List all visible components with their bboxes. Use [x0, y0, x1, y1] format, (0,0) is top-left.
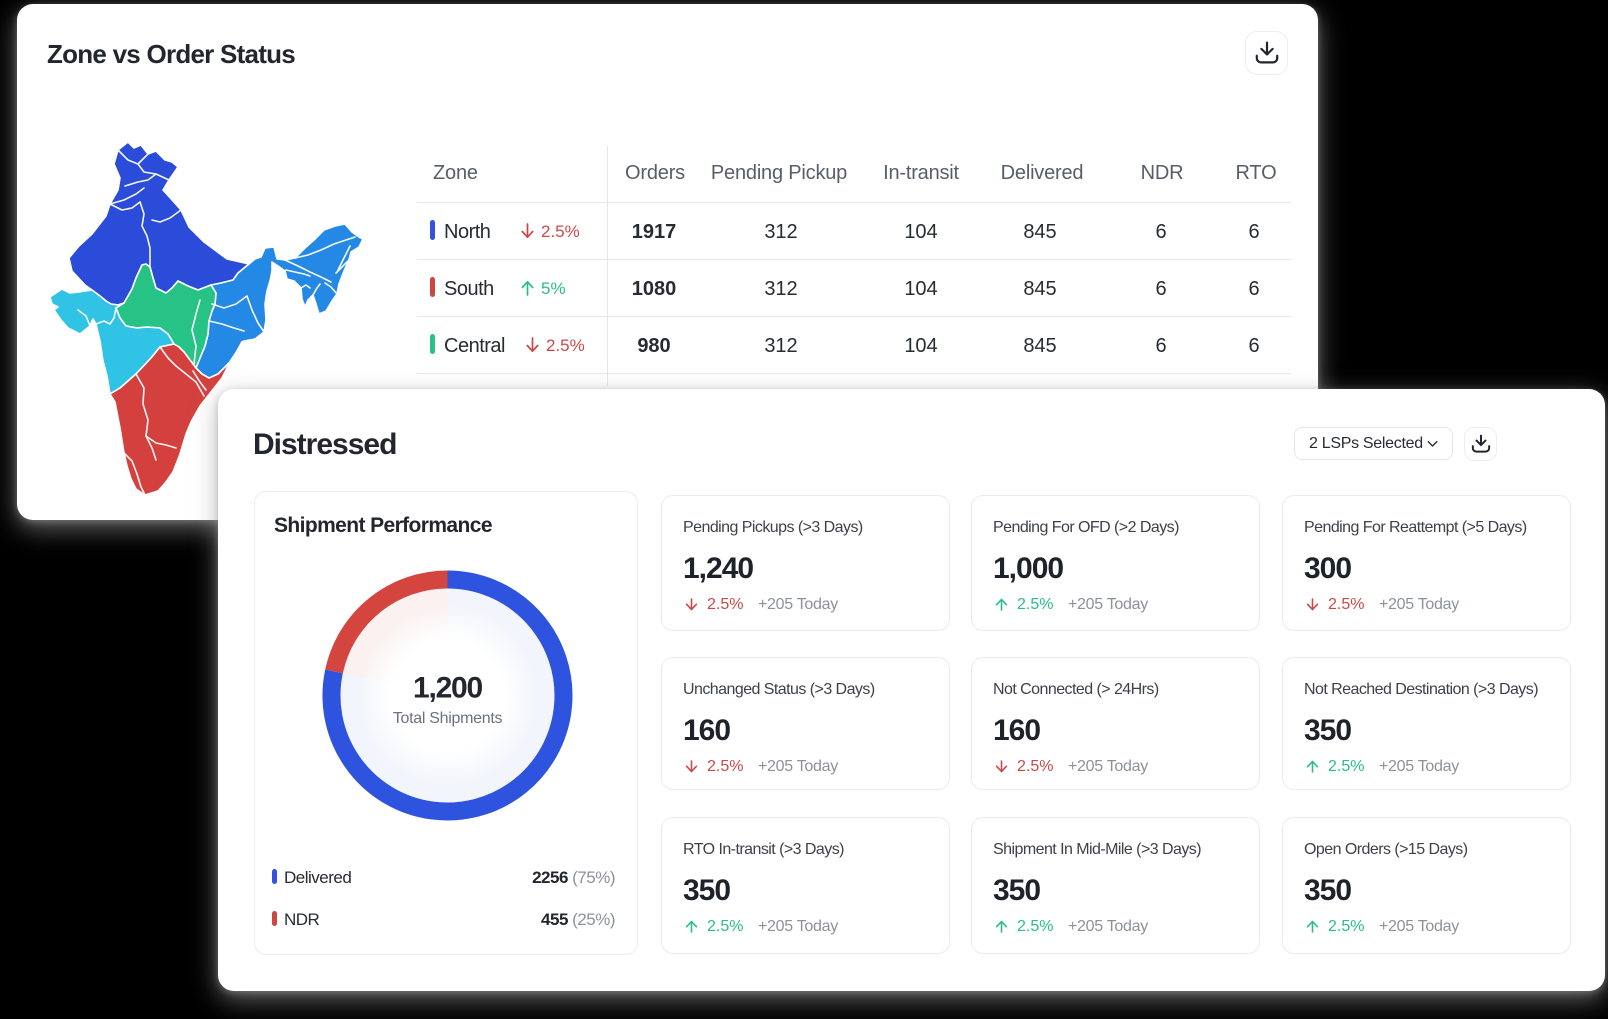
svg-text:1,200: 1,200	[413, 672, 483, 705]
svg-text:Total Shipments: Total Shipments	[393, 710, 503, 727]
